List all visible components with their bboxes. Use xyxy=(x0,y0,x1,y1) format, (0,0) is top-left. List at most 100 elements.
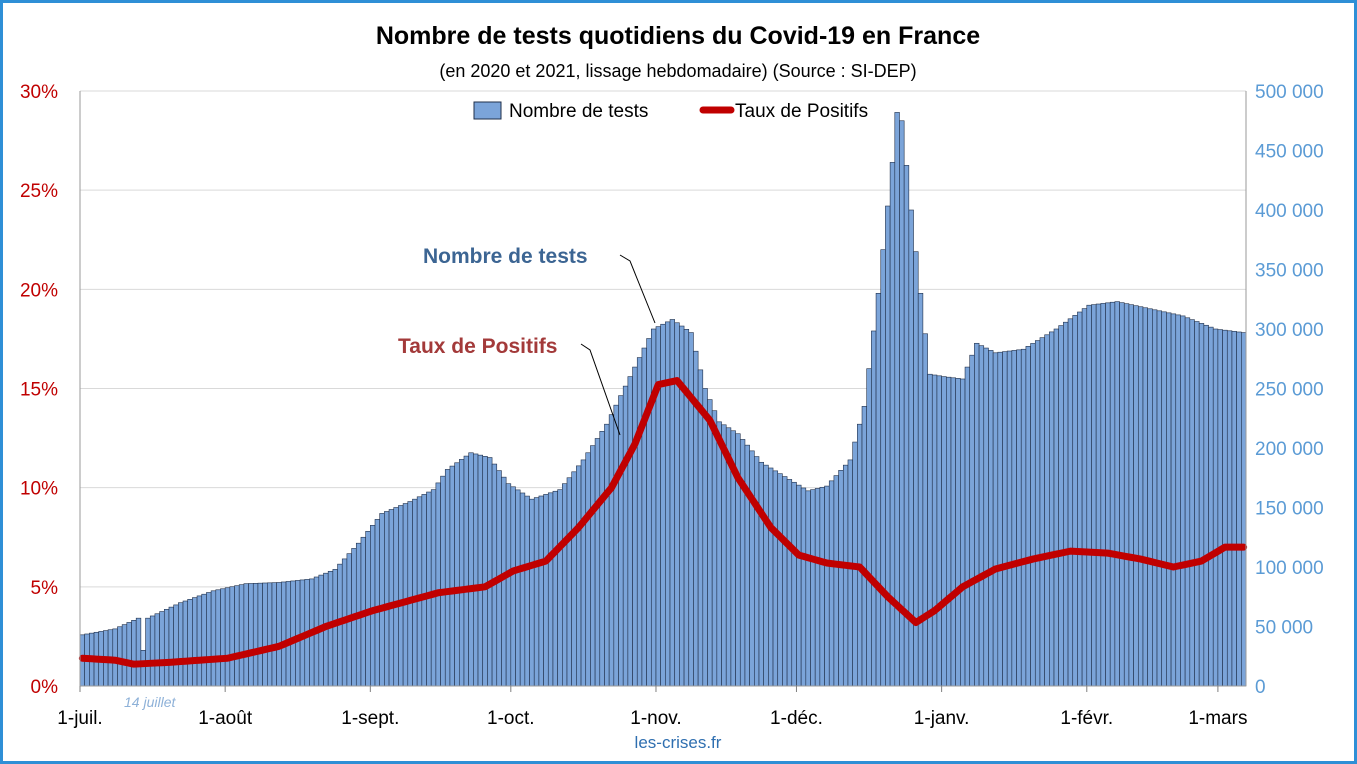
bar-tests xyxy=(140,649,146,687)
bar-tests xyxy=(252,583,259,687)
bar-tests xyxy=(1049,331,1055,687)
bar-tests xyxy=(899,120,905,687)
left-tick-label: 25% xyxy=(20,181,58,202)
left-axis-ticks: 0% 5% 10% 15% 20% 25% 30% xyxy=(20,82,58,698)
bar-tests xyxy=(1077,311,1083,687)
bar-tests xyxy=(810,489,816,687)
left-tick-label: 0% xyxy=(31,677,59,698)
bar-tests xyxy=(178,602,184,687)
bar-tests xyxy=(665,321,671,687)
bar-tests xyxy=(262,582,268,687)
bar-tests xyxy=(1147,308,1153,687)
bar-tests xyxy=(927,373,933,687)
bar-tests xyxy=(1072,315,1078,687)
bar-tests xyxy=(229,586,235,687)
bar-tests xyxy=(267,582,273,687)
bar-tests xyxy=(533,497,540,687)
bar-tests xyxy=(1198,323,1205,687)
bar-tests xyxy=(880,249,886,687)
bar-tests xyxy=(978,345,985,687)
bar-tests xyxy=(814,488,821,687)
bar-tests xyxy=(206,592,212,687)
bar-tests xyxy=(562,483,568,687)
bar-tests xyxy=(650,328,657,687)
bar-tests xyxy=(697,369,704,687)
bar-tests xyxy=(440,475,446,687)
bar-tests xyxy=(1189,319,1195,687)
bar-tests xyxy=(135,617,142,687)
x-tick-label: 1-févr. xyxy=(1060,708,1113,729)
bar-tests xyxy=(1231,331,1237,687)
bar-tests xyxy=(473,453,479,687)
bar-tests xyxy=(1226,330,1233,687)
x-tick-label: 1-oct. xyxy=(487,708,535,729)
bar-tests xyxy=(182,600,189,687)
bar-tests xyxy=(444,469,451,687)
bar-tests xyxy=(618,395,624,687)
bar-tests xyxy=(1091,304,1097,687)
bar-tests xyxy=(1156,310,1163,687)
right-tick-label: 200 000 xyxy=(1255,439,1324,460)
chart-svg: Nombre de tests quotidiens du Covid-19 e… xyxy=(20,22,1324,752)
bar-tests xyxy=(1128,304,1134,687)
bar-tests xyxy=(1194,321,1200,687)
bar-tests xyxy=(248,583,254,687)
bar-tests xyxy=(187,598,193,687)
bar-tests xyxy=(168,606,174,687)
bar-tests xyxy=(669,319,676,687)
bar-tests xyxy=(782,476,788,687)
bar-tests xyxy=(271,582,277,687)
bar-tests xyxy=(388,509,395,687)
bar-tests xyxy=(599,431,605,687)
bar-tests xyxy=(435,482,441,687)
bar-tests xyxy=(683,328,690,687)
bar-tests xyxy=(936,375,942,687)
right-tick-label: 50 000 xyxy=(1255,618,1313,639)
chart-title: Nombre de tests quotidiens du Covid-19 e… xyxy=(376,22,980,50)
bar-tests xyxy=(571,471,577,687)
right-tick-label: 100 000 xyxy=(1255,558,1324,579)
bar-tests xyxy=(515,489,521,687)
x-axis-ticks: 1-juil. 1-août 1-sept. 1-oct. 1-nov. 1-déc. 1-… xyxy=(57,686,1247,729)
bar-tests xyxy=(463,455,469,687)
bar-tests xyxy=(149,615,156,687)
bar-tests xyxy=(641,347,647,687)
bar-tests xyxy=(1034,340,1041,687)
bar-tests xyxy=(285,581,292,687)
bar-tests xyxy=(604,423,610,687)
bar-tests xyxy=(510,486,516,687)
bar-tests xyxy=(749,450,755,687)
bar-tests xyxy=(833,475,839,687)
bar-tests xyxy=(842,464,849,687)
x-tick-label: 1-janv. xyxy=(914,708,970,729)
x-tick-label: 1-juil. xyxy=(57,708,102,729)
bar-tests xyxy=(627,376,633,687)
bar-tests xyxy=(655,326,661,687)
bar-tests xyxy=(1180,315,1186,687)
bar-tests xyxy=(519,492,526,687)
x-tick-label: 1-août xyxy=(198,708,253,729)
bar-tests xyxy=(257,582,263,687)
bar-tests xyxy=(871,330,877,687)
bar-tests xyxy=(192,597,198,687)
bar-tests xyxy=(960,378,966,687)
bar-tests xyxy=(145,617,151,687)
x-tick-label: 1-déc. xyxy=(770,708,823,729)
bar-tests xyxy=(1142,307,1148,687)
bar-tests xyxy=(524,495,530,687)
bar-tests xyxy=(707,399,713,687)
bar-tests xyxy=(917,292,924,687)
bar-tests xyxy=(974,342,980,687)
left-tick-label: 15% xyxy=(20,380,58,401)
bar-tests xyxy=(796,484,802,687)
bar-tests xyxy=(824,485,830,687)
bar-tests xyxy=(1105,302,1111,687)
bar-tests xyxy=(941,376,947,687)
bar-tests xyxy=(402,503,409,687)
legend-swatch-tests xyxy=(473,101,502,120)
bar-tests xyxy=(636,357,643,687)
bar-tests xyxy=(1152,309,1158,687)
bar-tests xyxy=(969,354,975,687)
bar-tests xyxy=(1081,308,1088,687)
bar-tests xyxy=(281,581,287,687)
